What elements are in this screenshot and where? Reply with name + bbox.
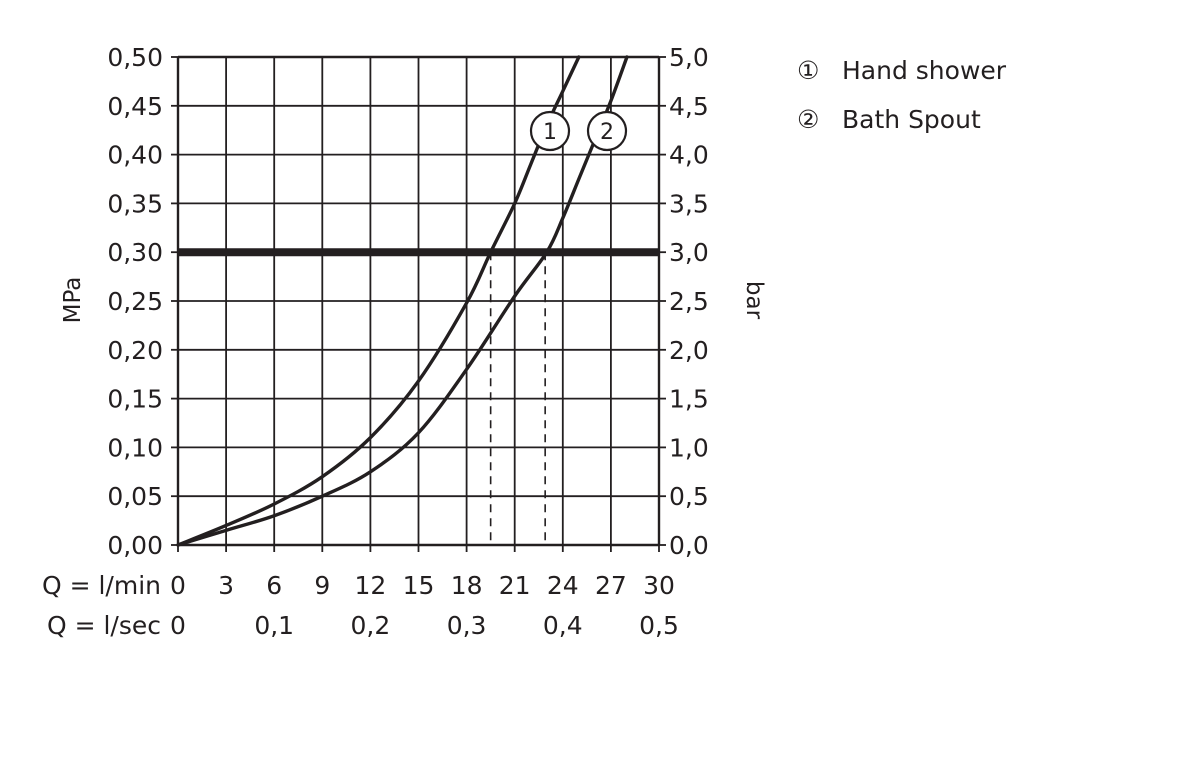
y-left-tick-label: 0,20: [107, 336, 163, 365]
legend-marker-1: ①: [797, 56, 819, 85]
y-left-tick-label: 0,10: [107, 433, 163, 462]
y-right-tick-label: 0,5: [669, 482, 709, 511]
y-left-tick-label: 0,45: [107, 92, 163, 121]
grid: [176, 55, 661, 547]
y-right-tick-label: 3,5: [669, 189, 709, 218]
legend-marker-2: ②: [797, 105, 819, 134]
y-right-tick-label: 5,0: [669, 43, 709, 72]
legend-label-1: Hand shower: [842, 56, 1007, 85]
tick-labels: 0,000,050,100,150,200,250,300,350,400,45…: [107, 43, 708, 640]
series-line-2: [176, 55, 629, 547]
series-marker-label-2: 2: [600, 120, 614, 145]
y-left-tick-label: 0,40: [107, 141, 163, 170]
y-left-tick-label: 0,50: [107, 43, 163, 72]
x-lpm-tick-label: 12: [354, 571, 386, 600]
y-left-tick-label: 0,25: [107, 287, 163, 316]
y-left-tick-label: 0,05: [107, 482, 163, 511]
x-lps-tick-label: 0,1: [254, 611, 294, 640]
series-marker-circle-2: [586, 110, 628, 152]
x-lpm-tick-label: 24: [547, 571, 579, 600]
y-axis-right-title: bar: [741, 281, 767, 320]
y-left-tick-label: 0,15: [107, 385, 163, 414]
x-lps-tick-label: 0,5: [639, 611, 679, 640]
x-lpm-tick-label: 21: [499, 571, 531, 600]
legend: ① Hand shower ② Bath Spout: [797, 56, 1007, 134]
x-axis-lps-title: Q = l/sec: [47, 611, 161, 640]
x-lpm-tick-label: 27: [595, 571, 627, 600]
y-right-tick-label: 3,0: [669, 238, 709, 267]
y-right-tick-label: 4,0: [669, 141, 709, 170]
x-lpm-tick-label: 0: [170, 571, 186, 600]
series-marker-circle-1: [529, 110, 571, 152]
x-lpm-tick-label: 9: [314, 571, 330, 600]
y-right-tick-label: 2,5: [669, 287, 709, 316]
legend-label-2: Bath Spout: [842, 105, 981, 134]
y-left-tick-label: 0,30: [107, 238, 163, 267]
y-left-tick-label: 0,35: [107, 189, 163, 218]
x-lpm-tick-label: 6: [266, 571, 282, 600]
x-lpm-tick-label: 3: [218, 571, 234, 600]
y-right-tick-label: 2,0: [669, 336, 709, 365]
x-axis-lpm-title: Q = l/min: [42, 571, 161, 600]
y-right-tick-label: 1,0: [669, 433, 709, 462]
y-left-tick-label: 0,00: [107, 531, 163, 560]
x-lpm-tick-label: 15: [403, 571, 435, 600]
x-lps-tick-label: 0: [170, 611, 186, 640]
x-lpm-tick-label: 30: [643, 571, 675, 600]
series-marker-label-1: 1: [543, 120, 557, 145]
y-axis-left-title: MPa: [60, 277, 86, 324]
y-right-tick-label: 1,5: [669, 385, 709, 414]
x-lps-tick-label: 0,2: [351, 611, 391, 640]
x-lps-tick-label: 0,3: [447, 611, 487, 640]
x-lps-tick-label: 0,4: [543, 611, 583, 640]
drop-lines: [489, 252, 546, 545]
y-right-tick-label: 4,5: [669, 92, 709, 121]
y-right-tick-label: 0,0: [669, 531, 709, 560]
x-lpm-tick-label: 18: [451, 571, 483, 600]
